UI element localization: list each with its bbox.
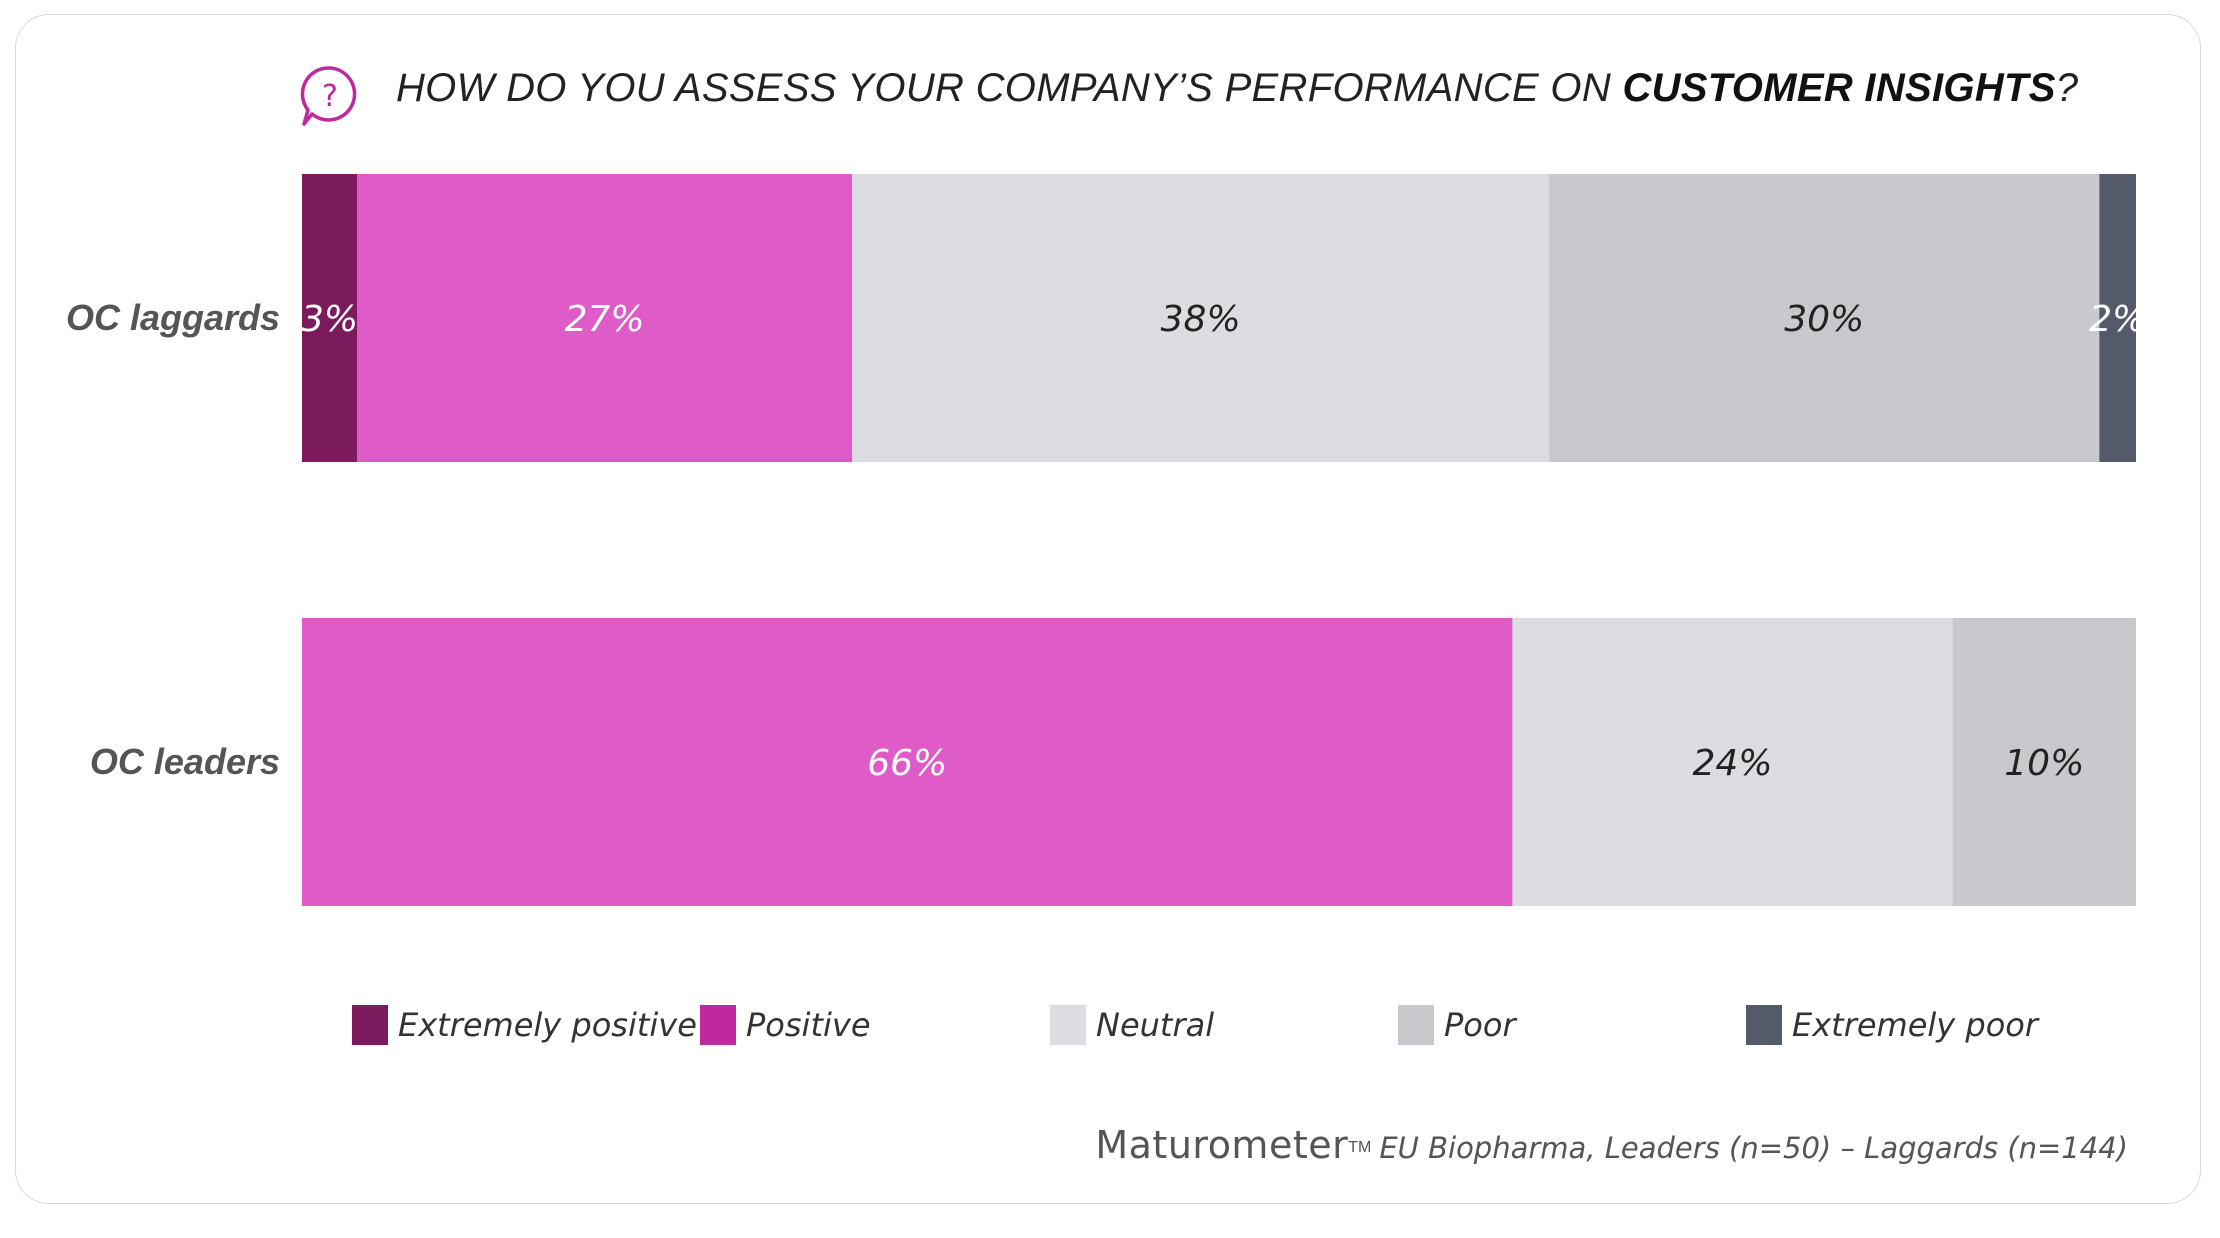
legend-item: Poor	[1398, 1004, 1516, 1046]
footer-brand: Maturometer	[1095, 1123, 1349, 1167]
category-label: OC laggards	[66, 297, 280, 338]
legend-swatch	[1398, 1005, 1434, 1045]
legend-label: Positive	[746, 1006, 871, 1044]
legend-label: Extremely poor	[1792, 1006, 2039, 1044]
legend-item: Positive	[700, 1004, 871, 1046]
legend-swatch	[700, 1005, 736, 1045]
legend-swatch	[1050, 1005, 1086, 1045]
data-label: 3%	[301, 299, 358, 340]
bar-segment-positive	[357, 174, 853, 462]
legend-item: Extremely poor	[1746, 1004, 2038, 1046]
data-label: 30%	[1784, 299, 1864, 340]
data-label: 24%	[1693, 743, 1773, 784]
title-bold: CUSTOMER INSIGHTS	[1622, 66, 2056, 110]
legend-item: Neutral	[1050, 1004, 1214, 1046]
legend-label: Poor	[1444, 1006, 1516, 1044]
footer-note: EU Biopharma, Leaders (n=50) – Laggards …	[1379, 1131, 2128, 1165]
category-label: OC leaders	[90, 741, 280, 782]
footer: MaturometerTM EU Biopharma, Leaders (n=50…	[1095, 1123, 2128, 1167]
data-label: 10%	[2004, 743, 2084, 784]
bar-segment-extremely-positive	[302, 174, 358, 462]
bar-segment-extremely-poor	[2099, 174, 2136, 462]
title-prefix: HOW DO YOU ASSESS YOUR COMPANY’S PERFORM…	[396, 66, 1623, 110]
svg-text:?: ?	[322, 79, 338, 114]
bar-segment-neutral	[852, 174, 1550, 462]
data-label: 38%	[1161, 299, 1241, 340]
bar-segment-poor	[1549, 174, 2100, 462]
data-label: 27%	[565, 299, 645, 340]
legend-swatch	[352, 1005, 388, 1045]
question-bubble-icon: ?	[300, 66, 357, 126]
legend-label: Extremely positive	[398, 1006, 697, 1044]
legend-swatch	[1746, 1005, 1782, 1045]
bar-segment-positive	[302, 618, 1513, 906]
bar-segment-poor	[1952, 618, 2136, 906]
footer-trademark: TM	[1348, 1138, 1372, 1156]
legend-item: Extremely positive	[352, 1004, 697, 1046]
data-label: 66%	[867, 743, 947, 784]
data-label: 2%	[2089, 299, 2146, 340]
bar-segment-neutral	[1512, 618, 1953, 906]
legend-label: Neutral	[1096, 1006, 1215, 1044]
chart-title: HOW DO YOU ASSESS YOUR COMPANY’S PERFORM…	[396, 66, 2078, 111]
title-suffix: ?	[2055, 66, 2079, 110]
